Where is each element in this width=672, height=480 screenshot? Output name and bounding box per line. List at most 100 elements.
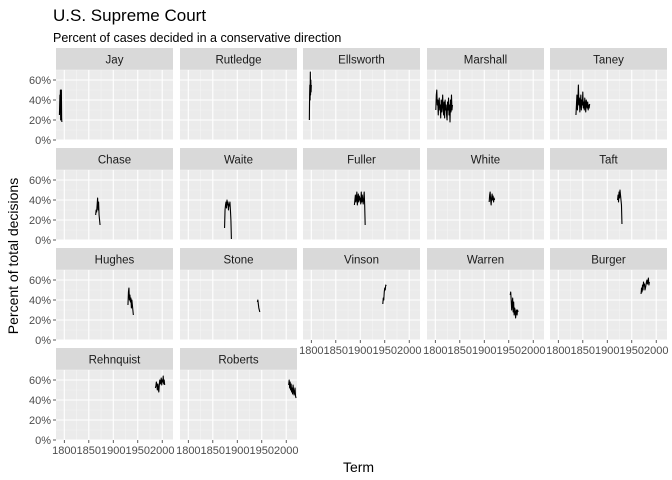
strip-label-hughes: Hughes <box>95 255 135 267</box>
series-line-warren <box>509 291 519 319</box>
panel-hughes: Hughes 0% 20% 40% 60% <box>29 248 173 347</box>
strip-label-white: White <box>471 155 500 167</box>
strip-marshall <box>427 48 544 70</box>
plot-background-roberts <box>180 370 297 440</box>
panel-white: White <box>427 148 544 241</box>
series-line-burger <box>640 277 650 295</box>
panel-stone: Stone <box>180 248 297 341</box>
y-tick-label: 0% <box>35 435 51 447</box>
strip-label-stone: Stone <box>223 255 253 267</box>
y-tick-label: 20% <box>29 315 51 327</box>
y-tick-label: 40% <box>29 195 51 207</box>
panel-vinson: Vinson 1800 1850 1900 1950 2000 <box>299 248 421 357</box>
y-tick-label: 0% <box>35 235 51 247</box>
y-tick-label: 40% <box>29 295 51 307</box>
x-tick-label: 2000 <box>150 445 174 457</box>
strip-vinson <box>303 248 420 270</box>
panel-waite: Waite <box>180 148 297 241</box>
y-tick-label: 40% <box>29 95 51 107</box>
x-tick-label: 1800 <box>423 345 447 357</box>
series-line-ellsworth <box>308 71 312 121</box>
x-tick-label: 2000 <box>397 345 421 357</box>
strip-white <box>427 148 544 170</box>
chart-title: U.S. Supreme Court <box>53 6 206 25</box>
panel-rehnquist: Rehnquist 0% 20% 40% 60% 1800 1850 1900 1950 2000 <box>29 348 174 457</box>
strip-label-warren: Warren <box>467 255 504 267</box>
y-tick-label: 20% <box>29 215 51 227</box>
panel-marshall: Marshall <box>427 48 544 141</box>
strip-label-vinson: Vinson <box>344 255 379 267</box>
x-tick-label: 2000 <box>644 345 668 357</box>
x-tick-label: 1950 <box>620 345 644 357</box>
series-line-waite <box>224 199 232 240</box>
plot-background-taney <box>550 70 667 140</box>
y-tick-label: 60% <box>29 375 51 387</box>
strip-label-waite: Waite <box>224 155 253 167</box>
x-tick-label: 1850 <box>571 345 595 357</box>
strip-label-rehnquist: Rehnquist <box>89 355 142 367</box>
x-tick-label: 1950 <box>126 445 150 457</box>
x-tick-label: 1850 <box>201 445 225 457</box>
strip-label-rutledge: Rutledge <box>215 55 261 67</box>
strip-label-jay: Jay <box>106 55 124 67</box>
x-tick-label: 1950 <box>497 345 521 357</box>
panels: Jay 0% 20% 40% 60% Rutledge Ellsworth Marshall T… <box>29 48 668 457</box>
strip-rehnquist <box>56 348 173 370</box>
strip-burger <box>550 248 667 270</box>
y-tick-label: 0% <box>35 335 51 347</box>
panel-ellsworth: Ellsworth <box>303 48 420 141</box>
series-line-jay <box>58 89 63 123</box>
strip-label-roberts: Roberts <box>218 355 259 367</box>
strip-label-taney: Taney <box>593 55 624 67</box>
x-tick-label: 1800 <box>176 445 200 457</box>
series-line-stone <box>256 299 261 313</box>
x-tick-label: 1800 <box>546 345 570 357</box>
series-line-vinson <box>382 284 387 305</box>
series-line-white <box>488 191 496 206</box>
panel-rutledge: Rutledge <box>180 48 297 141</box>
x-axis-title: Term <box>343 459 374 475</box>
y-tick-label: 60% <box>29 275 51 287</box>
panel-jay: Jay 0% 20% 40% 60% <box>29 48 173 147</box>
plot-background-fuller <box>303 170 420 240</box>
x-tick-label: 1950 <box>250 445 274 457</box>
panel-fuller: Fuller <box>303 148 420 241</box>
x-tick-label: 1900 <box>348 345 372 357</box>
plot-background-rutledge <box>180 70 297 140</box>
x-tick-label: 1850 <box>77 445 101 457</box>
plot-background-vinson <box>303 270 420 340</box>
strip-label-chase: Chase <box>98 155 131 167</box>
x-tick-label: 1900 <box>101 445 125 457</box>
plot-background-chase <box>56 170 173 240</box>
x-tick-label: 1900 <box>595 345 619 357</box>
x-tick-label: 1950 <box>373 345 397 357</box>
chart-subtitle: Percent of cases decided in a conservati… <box>53 31 341 45</box>
series-line-marshall <box>435 89 454 123</box>
series-line-rehnquist <box>154 375 166 393</box>
plot-background-ellsworth <box>303 70 420 140</box>
y-tick-label: 60% <box>29 175 51 187</box>
plot-background-hughes <box>56 270 173 340</box>
strip-label-marshall: Marshall <box>464 55 507 67</box>
strip-roberts <box>180 348 297 370</box>
plot-background-rehnquist <box>56 370 173 440</box>
strip-ellsworth <box>303 48 420 70</box>
y-tick-label: 60% <box>29 75 51 87</box>
y-tick-label: 0% <box>35 135 51 147</box>
panel-chase: Chase 0% 20% 40% 60% <box>29 148 173 247</box>
plot-background-stone <box>180 270 297 340</box>
strip-fuller <box>303 148 420 170</box>
panel-warren: Warren 1800 1850 1900 1950 2000 <box>423 248 545 357</box>
plot-background-taft <box>550 170 667 240</box>
strip-chase <box>56 148 173 170</box>
strip-label-taft: Taft <box>599 155 618 167</box>
plot-background-waite <box>180 170 297 240</box>
strip-taney <box>550 48 667 70</box>
series-line-taft <box>617 189 623 225</box>
strip-hughes <box>56 248 173 270</box>
strip-taft <box>550 148 667 170</box>
x-tick-label: 2000 <box>521 345 545 357</box>
x-tick-label: 1900 <box>225 445 249 457</box>
strip-label-burger: Burger <box>591 255 626 267</box>
